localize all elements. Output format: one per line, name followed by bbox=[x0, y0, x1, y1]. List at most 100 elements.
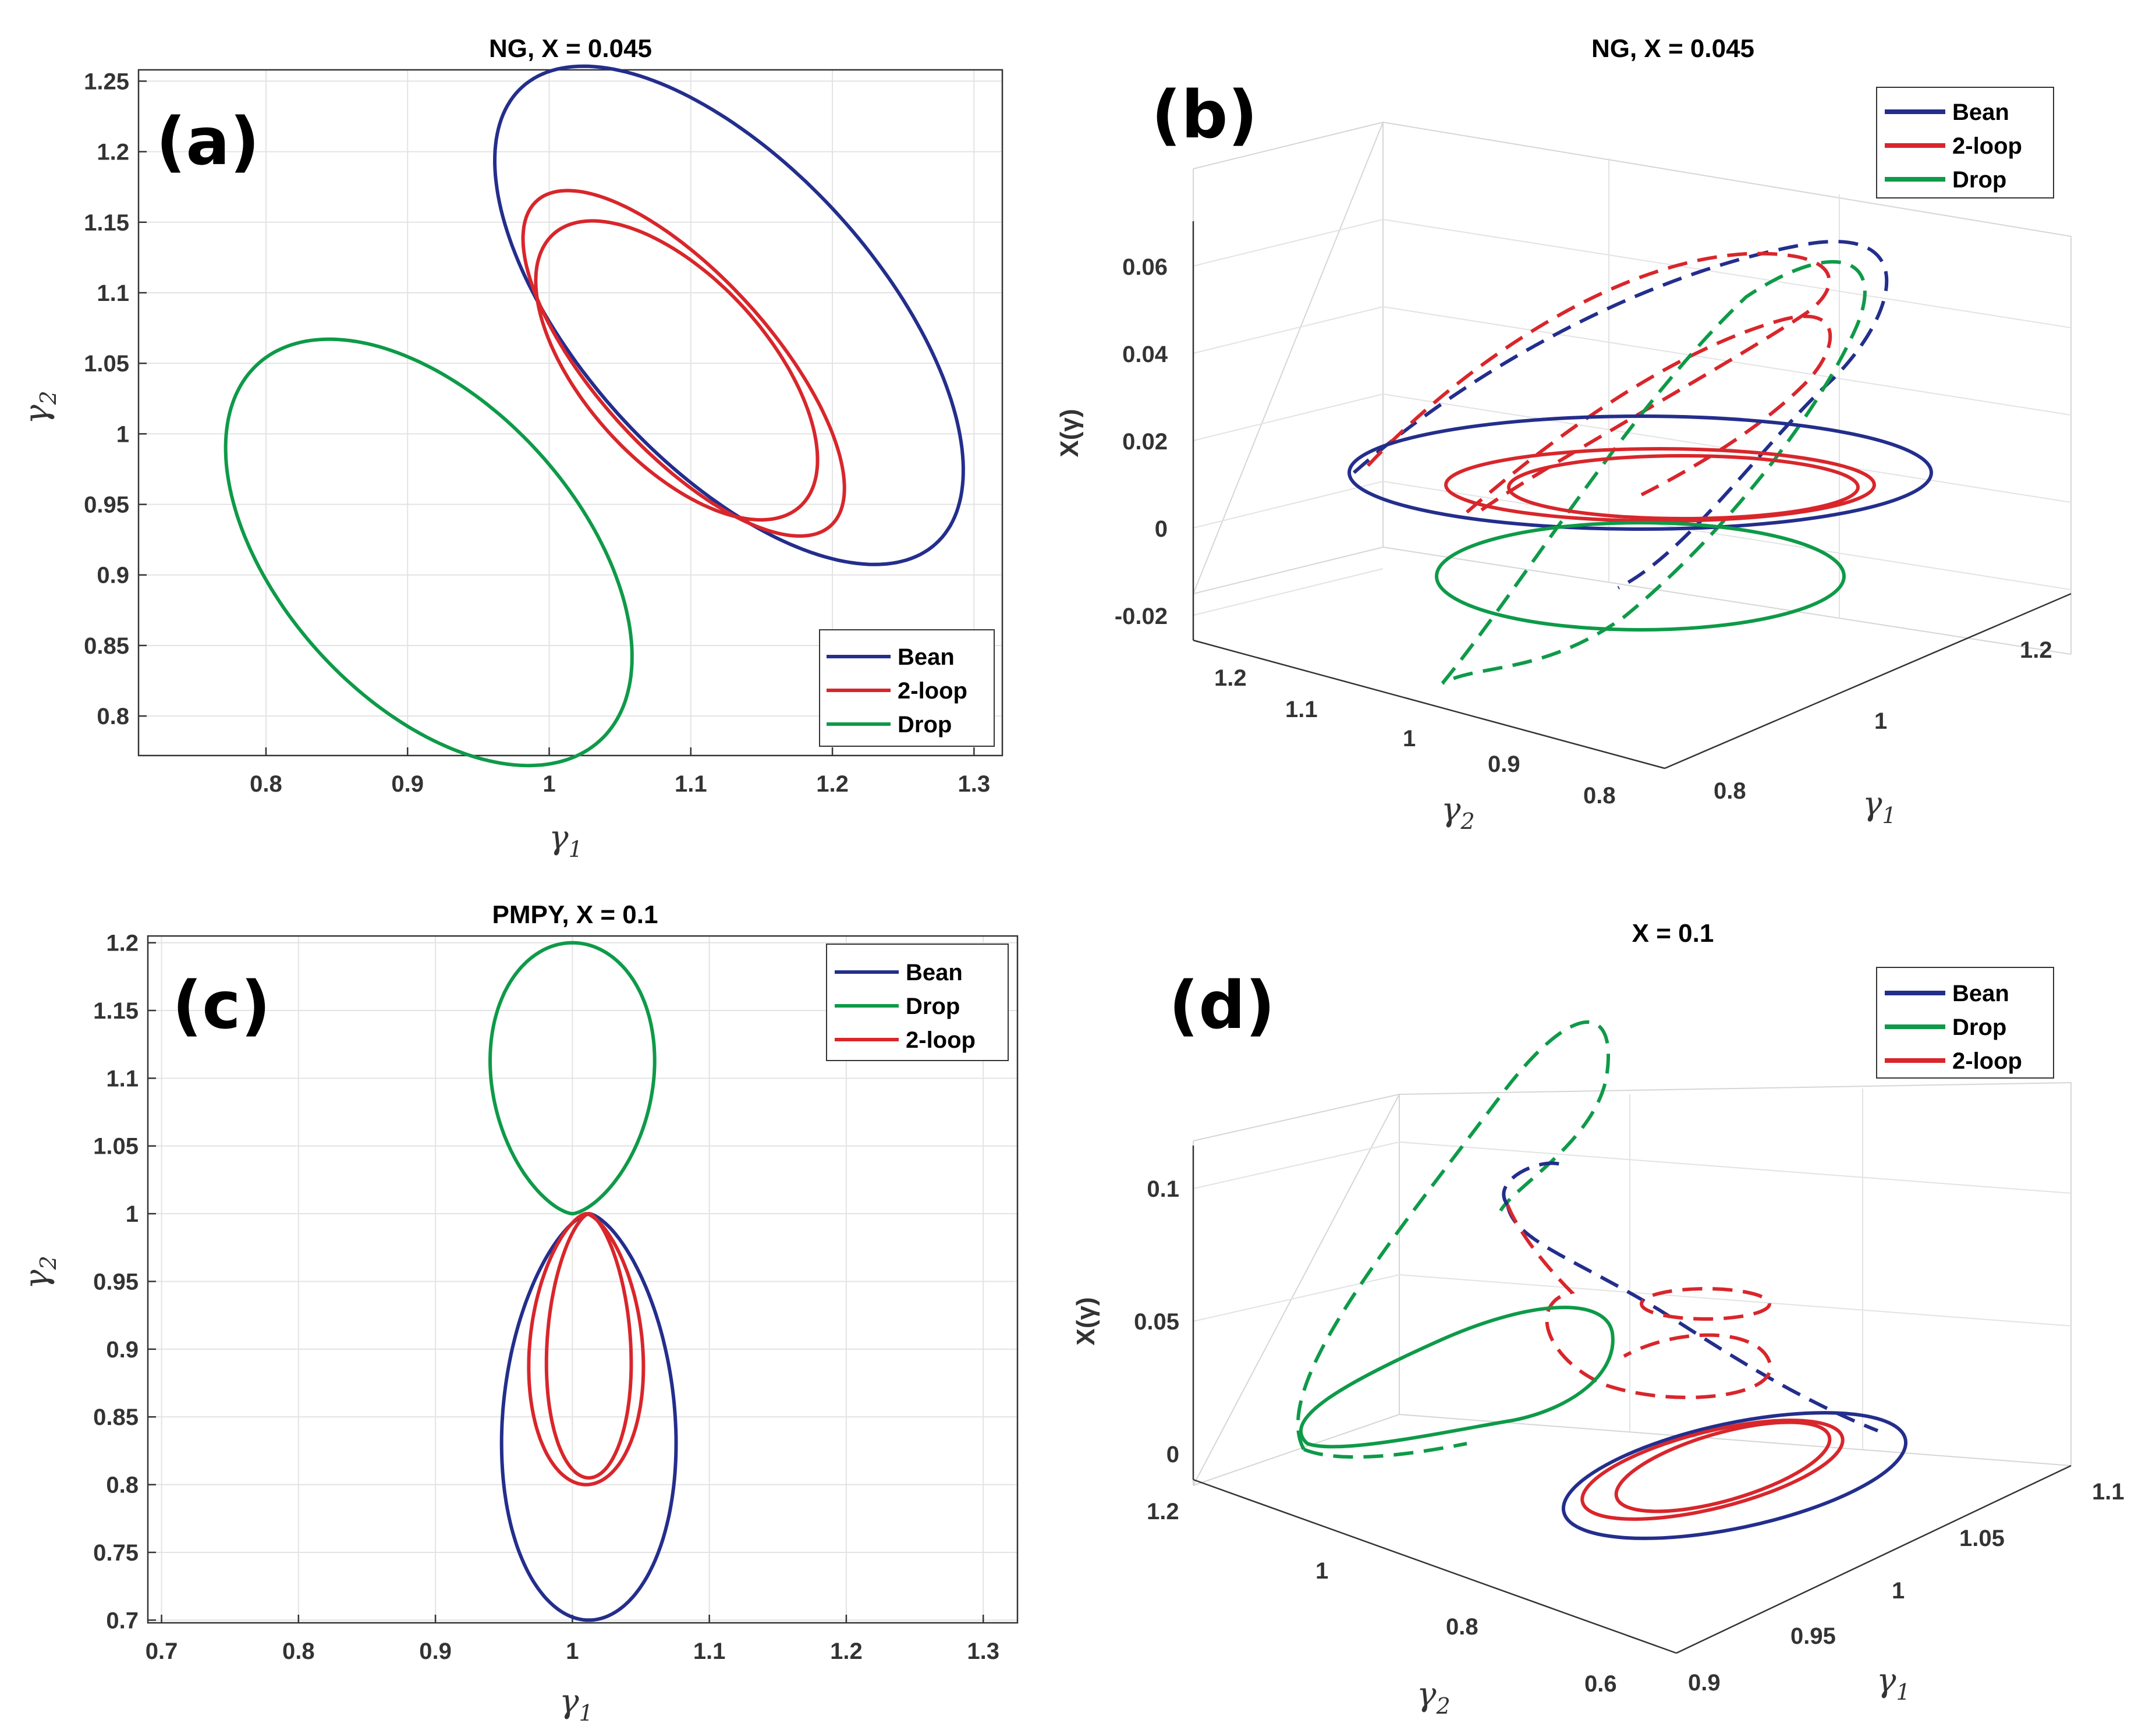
legend-a-2loop: 2-loop bbox=[898, 678, 967, 704]
panel-d-g2-tick: 1 bbox=[1315, 1558, 1328, 1584]
panel-b-label: (b) bbox=[1151, 77, 1258, 153]
panel-c-label: (c) bbox=[172, 968, 271, 1044]
panel-a-curve-2-loop-2 bbox=[534, 219, 820, 522]
y-tick-label: 1.15 bbox=[93, 998, 139, 1024]
x-tick-label: 0.8 bbox=[250, 771, 282, 797]
y-tick-label: 0.85 bbox=[93, 1405, 139, 1430]
panel-d-ztick: 0 bbox=[1166, 1442, 1179, 1467]
panel-d: X = 0.1 (d) 0 0.05 0.1 X(γ) 1.2 1 0.8 0.… bbox=[1072, 919, 2125, 1719]
panel-b-2loop-solid-1 bbox=[1444, 447, 1876, 523]
panel-b-gamma1-label: γ1 bbox=[1863, 785, 1896, 828]
legend-c-2loop: 2-loop bbox=[906, 1027, 976, 1053]
panel-d-g1-tick: 1.05 bbox=[1959, 1526, 2005, 1551]
y-tick-label: 1.2 bbox=[97, 140, 129, 165]
panel-b-ztick: 0.02 bbox=[1122, 429, 1168, 455]
panel-b-g2-tick: 1.1 bbox=[1285, 697, 1318, 722]
legend-b-drop: Drop bbox=[1952, 167, 2006, 193]
panel-c-curve-drop bbox=[488, 941, 657, 1216]
panel-a-legend: Bean 2-loop Drop bbox=[819, 629, 995, 747]
panel-b-ztick: 0.04 bbox=[1122, 342, 1168, 367]
panel-c-xlabel: γ1 bbox=[559, 1683, 593, 1726]
panel-b-curves bbox=[1348, 240, 1933, 685]
panel-d-2loop-dashed bbox=[1506, 1204, 1772, 1399]
panel-d-gamma2-ticks: 1.2 1 0.8 0.6 bbox=[1147, 1499, 1617, 1697]
panel-d-gamma1-ticks: 0.9 0.95 1 1.05 1.1 bbox=[1688, 1479, 2125, 1696]
panel-d-drop-solid bbox=[1299, 1306, 1615, 1449]
panel-b-ztick: -0.02 bbox=[1115, 604, 1168, 629]
panel-d-gamma1-label: γ1 bbox=[1877, 1662, 1910, 1705]
panel-b-legend: Bean 2-loop Drop bbox=[1876, 87, 2054, 198]
panel-b-g1-tick: 0.8 bbox=[1714, 778, 1746, 804]
y-tick-label: 0.7 bbox=[106, 1608, 139, 1633]
panel-b-gamma2-ticks: 1.2 1.1 1 0.9 0.8 bbox=[1214, 665, 1616, 809]
legend-d-bean: Bean bbox=[1952, 981, 2009, 1006]
panel-b-gamma2-label: γ2 bbox=[1441, 791, 1475, 834]
y-tick-label: 0.85 bbox=[84, 633, 129, 659]
x-tick-label: 1.1 bbox=[675, 771, 707, 797]
panel-a-label: (a) bbox=[156, 104, 260, 180]
y-tick-label: 0.8 bbox=[97, 704, 129, 729]
panel-d-curves bbox=[1296, 1020, 1908, 1540]
y-tick-label: 1 bbox=[116, 421, 129, 447]
panel-d-2loop-solid-2 bbox=[1614, 1420, 1832, 1513]
x-tick-label: 1.3 bbox=[958, 771, 991, 797]
panel-d-ztick: 0.1 bbox=[1147, 1176, 1179, 1202]
x-tick-label: 0.9 bbox=[391, 771, 424, 797]
y-tick-label: 1.05 bbox=[84, 351, 129, 377]
y-tick-label: 1.2 bbox=[106, 931, 139, 956]
panel-d-zticks: 0 0.05 0.1 bbox=[1134, 1176, 1179, 1467]
panel-a-curve-drop-3 bbox=[224, 337, 634, 768]
panel-d-g1-tick: 1 bbox=[1892, 1578, 1905, 1604]
panel-a-xlabel: γ1 bbox=[549, 819, 583, 862]
x-tick-label: 0.7 bbox=[146, 1639, 178, 1664]
y-tick-label: 1.1 bbox=[106, 1066, 139, 1091]
panel-c-legend: Bean Drop 2-loop bbox=[826, 944, 1009, 1061]
panel-d-g1-tick: 0.9 bbox=[1688, 1670, 1721, 1696]
y-tick-label: 0.95 bbox=[93, 1269, 139, 1295]
panel-b-g2-tick: 1 bbox=[1403, 726, 1416, 751]
panel-b-ztick: 0.06 bbox=[1122, 254, 1168, 280]
panel-b-box-grid bbox=[1192, 121, 2072, 770]
panel-c-curve-2loop-1 bbox=[527, 1212, 646, 1487]
y-tick-label: 1.25 bbox=[84, 69, 129, 94]
x-tick-label: 0.9 bbox=[419, 1639, 452, 1664]
panel-d-g2-tick: 0.6 bbox=[1584, 1671, 1617, 1697]
panel-b-ztick: 0 bbox=[1155, 516, 1168, 542]
y-tick-label: 1.15 bbox=[84, 210, 129, 236]
y-tick-label: 0.8 bbox=[106, 1473, 139, 1498]
y-tick-label: 0.95 bbox=[84, 492, 129, 518]
panel-b-g1-tick: 1.2 bbox=[2020, 637, 2052, 663]
panel-a-ylabel: γ2 bbox=[18, 391, 61, 424]
panel-b-2loop-solid-2 bbox=[1507, 454, 1860, 520]
panel-b-zlabel: X(γ) bbox=[1055, 409, 1084, 457]
panel-d-ztick: 0.05 bbox=[1134, 1309, 1179, 1335]
panel-b-g1-tick: 1 bbox=[1874, 708, 1887, 734]
panel-b: NG, X = 0.045 (b) -0.02 0 0.02 0.04 0.06… bbox=[1055, 34, 2072, 834]
panel-d-box-grid bbox=[1192, 1081, 2072, 1654]
y-tick-label: 1.05 bbox=[93, 1134, 139, 1159]
legend-a-bean: Bean bbox=[898, 644, 955, 670]
panel-b-bean-solid bbox=[1348, 414, 1933, 531]
legend-b-2loop: 2-loop bbox=[1952, 133, 2022, 159]
panel-c: 0.7 0.8 0.9 1 1.1 1.2 1.3 0.7 0.75 0.8 0.85 0.9 0.95… bbox=[18, 900, 1019, 1726]
panel-d-2loop-solid-1 bbox=[1580, 1419, 1845, 1521]
panel-b-g2-tick: 0.8 bbox=[1583, 783, 1616, 809]
panel-d-g2-tick: 0.8 bbox=[1446, 1614, 1478, 1640]
x-tick-label: 1 bbox=[542, 771, 555, 797]
x-tick-label: 0.8 bbox=[282, 1639, 315, 1664]
legend-a-drop: Drop bbox=[898, 712, 952, 737]
panel-d-g1-tick: 1.1 bbox=[2092, 1479, 2125, 1505]
x-tick-label: 1 bbox=[566, 1639, 579, 1664]
x-tick-label: 1.3 bbox=[967, 1639, 999, 1664]
legend-b-bean: Bean bbox=[1952, 100, 2009, 125]
legend-d-drop: Drop bbox=[1952, 1015, 2006, 1040]
panel-d-drop-dashed bbox=[1296, 1020, 1611, 1451]
panel-a-axes-frame bbox=[137, 69, 1003, 757]
panel-b-bean-dashed bbox=[1353, 240, 1889, 590]
panel-d-2loop-dashed-2 bbox=[1640, 1287, 1771, 1321]
y-tick-label: 1 bbox=[126, 1201, 139, 1227]
panel-b-g2-tick: 1.2 bbox=[1214, 665, 1247, 691]
panel-b-g2-tick: 0.9 bbox=[1488, 751, 1520, 777]
panel-b-zticks: -0.02 0 0.02 0.04 0.06 bbox=[1115, 254, 1168, 629]
